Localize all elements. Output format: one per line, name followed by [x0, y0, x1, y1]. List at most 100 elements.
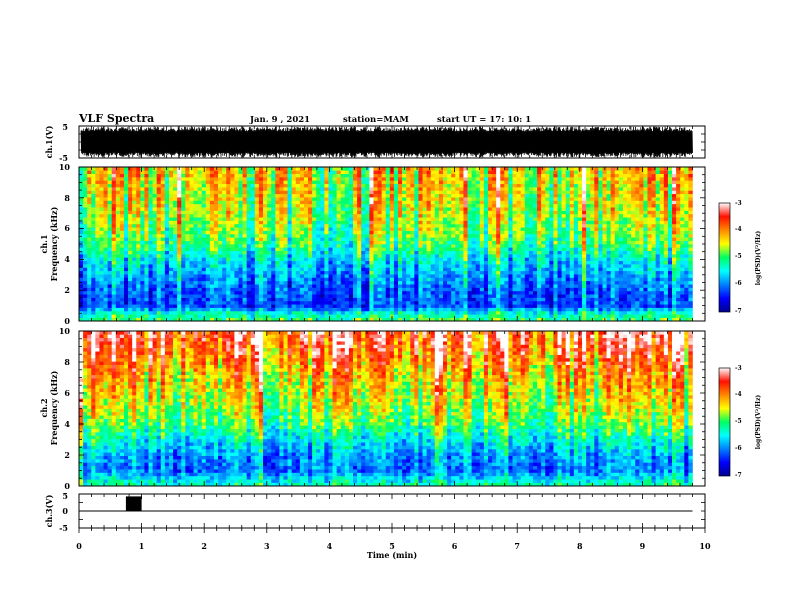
spectrogram-cell: [353, 210, 358, 215]
spectrogram-cell: [242, 267, 247, 272]
spectrogram-cell: [283, 314, 288, 318]
spectrogram-cell: [234, 193, 239, 198]
spectrogram-cell: [258, 223, 264, 228]
spectrogram-cell: [357, 170, 362, 174]
spectrogram-cell: [275, 307, 280, 312]
spectrogram-cell: [422, 254, 427, 258]
spectrogram-cell: [119, 193, 125, 198]
spectrogram-cell: [95, 187, 100, 191]
spectrogram-cell: [500, 230, 505, 235]
spectrogram-cell: [357, 193, 362, 198]
spectrogram-cell: [271, 217, 276, 221]
spectrogram-cell: [438, 227, 444, 231]
spectrogram-cell: [520, 317, 526, 322]
spectrogram-cell: [222, 193, 227, 198]
spectrogram-cell: [267, 167, 272, 171]
spectrogram-cell: [316, 200, 321, 205]
spectrogram-cell: [381, 264, 387, 268]
spectrogram-cell: [438, 304, 444, 308]
spectrogram-cell: [463, 193, 468, 198]
spectrogram-cell: [483, 237, 489, 241]
spectrogram-cell: [189, 287, 194, 292]
spectrogram-cell: [279, 187, 284, 191]
spectrogram-cell: [385, 187, 391, 191]
spectrogram-cell: [475, 220, 481, 225]
spectrogram-cell: [201, 223, 207, 228]
spectrogram-cell: [205, 167, 211, 171]
spectrogram-cell: [483, 233, 489, 238]
spectrogram-cell: [504, 183, 509, 188]
spectrogram-cell: [160, 257, 166, 262]
spectrogram-cell: [467, 244, 472, 248]
spectrogram-cell: [369, 270, 374, 275]
spectrogram-cell: [258, 297, 264, 302]
spectrogram-cell: [263, 223, 268, 228]
spectrogram-cell: [173, 187, 178, 191]
spectrogram-cell: [201, 277, 207, 282]
spectrogram-cell: [267, 237, 272, 241]
spectrogram-cell: [430, 257, 436, 262]
spectrogram-cell: [164, 307, 170, 312]
spectrogram-cell: [99, 230, 104, 235]
spectrogram-cell: [328, 200, 333, 205]
spectrogram-cell: [299, 190, 305, 195]
spectrogram-cell: [479, 244, 485, 248]
spectrogram-cell: [250, 307, 256, 312]
spectrogram-cell: [406, 190, 411, 195]
spectrogram-cell: [434, 277, 440, 282]
spectrogram-cell: [213, 220, 219, 225]
spectrogram-cell: [291, 203, 297, 208]
spectrogram-cell: [246, 280, 252, 285]
spectrogram-cell: [467, 220, 472, 225]
spectrogram-cell: [295, 300, 301, 305]
spectrogram-cell: [443, 290, 448, 295]
spectrogram-cell: [389, 237, 395, 241]
spectrogram-cell: [263, 233, 268, 238]
spectrogram-cell: [316, 270, 321, 275]
spectrogram-cell: [492, 277, 497, 282]
spectrogram-cell: [320, 297, 325, 302]
spectrogram-cell: [279, 240, 284, 245]
spectrogram-cell: [500, 217, 505, 221]
spectrogram-cell: [283, 213, 288, 218]
spectrogram-cell: [136, 244, 141, 248]
spectrogram-cell: [320, 210, 325, 215]
spectrogram-cell: [438, 280, 444, 285]
spectrogram-cell: [107, 257, 113, 262]
spectrogram-cell: [99, 267, 104, 272]
spectrogram-cell: [156, 284, 162, 288]
spectrogram-cell: [504, 277, 509, 282]
spectrogram-cell: [447, 227, 452, 231]
spectrogram-cell: [250, 264, 256, 268]
spectrogram-cell: [324, 207, 329, 211]
spectrogram-cell: [332, 260, 337, 265]
spectrogram-cell: [209, 317, 215, 322]
spectrogram-cell: [156, 297, 162, 302]
spectrogram-cell: [230, 270, 235, 275]
spectrogram-cell: [99, 280, 104, 285]
spectrogram-cell: [95, 264, 100, 268]
spectrogram-cell: [504, 297, 509, 302]
spectrogram-cell: [496, 244, 501, 248]
spectrogram-cell: [479, 290, 485, 295]
spectrogram-cell: [328, 197, 333, 201]
spectrogram-cell: [103, 274, 108, 278]
spectrogram-cell: [177, 210, 182, 215]
spectrogram-cell: [287, 280, 292, 285]
spectrogram-cell: [99, 180, 104, 185]
spectrogram-cell: [389, 244, 395, 248]
spectrogram-cell: [107, 300, 113, 305]
spectrogram-cell: [389, 247, 395, 251]
spectrogram-cell: [471, 217, 477, 221]
spectrogram-cell: [373, 300, 378, 305]
spectrogram-cell: [434, 250, 440, 255]
spectrogram-cell: [263, 207, 268, 211]
spectrogram-cell: [218, 277, 223, 282]
spectrogram-cell: [218, 183, 223, 188]
spectrogram-cell: [308, 240, 313, 245]
spectrogram-cell: [189, 267, 194, 272]
spectrogram-cell: [209, 237, 215, 241]
spectrogram-cell: [128, 230, 133, 235]
spectrogram-cell: [455, 203, 460, 208]
spectrogram-cell: [426, 307, 432, 312]
